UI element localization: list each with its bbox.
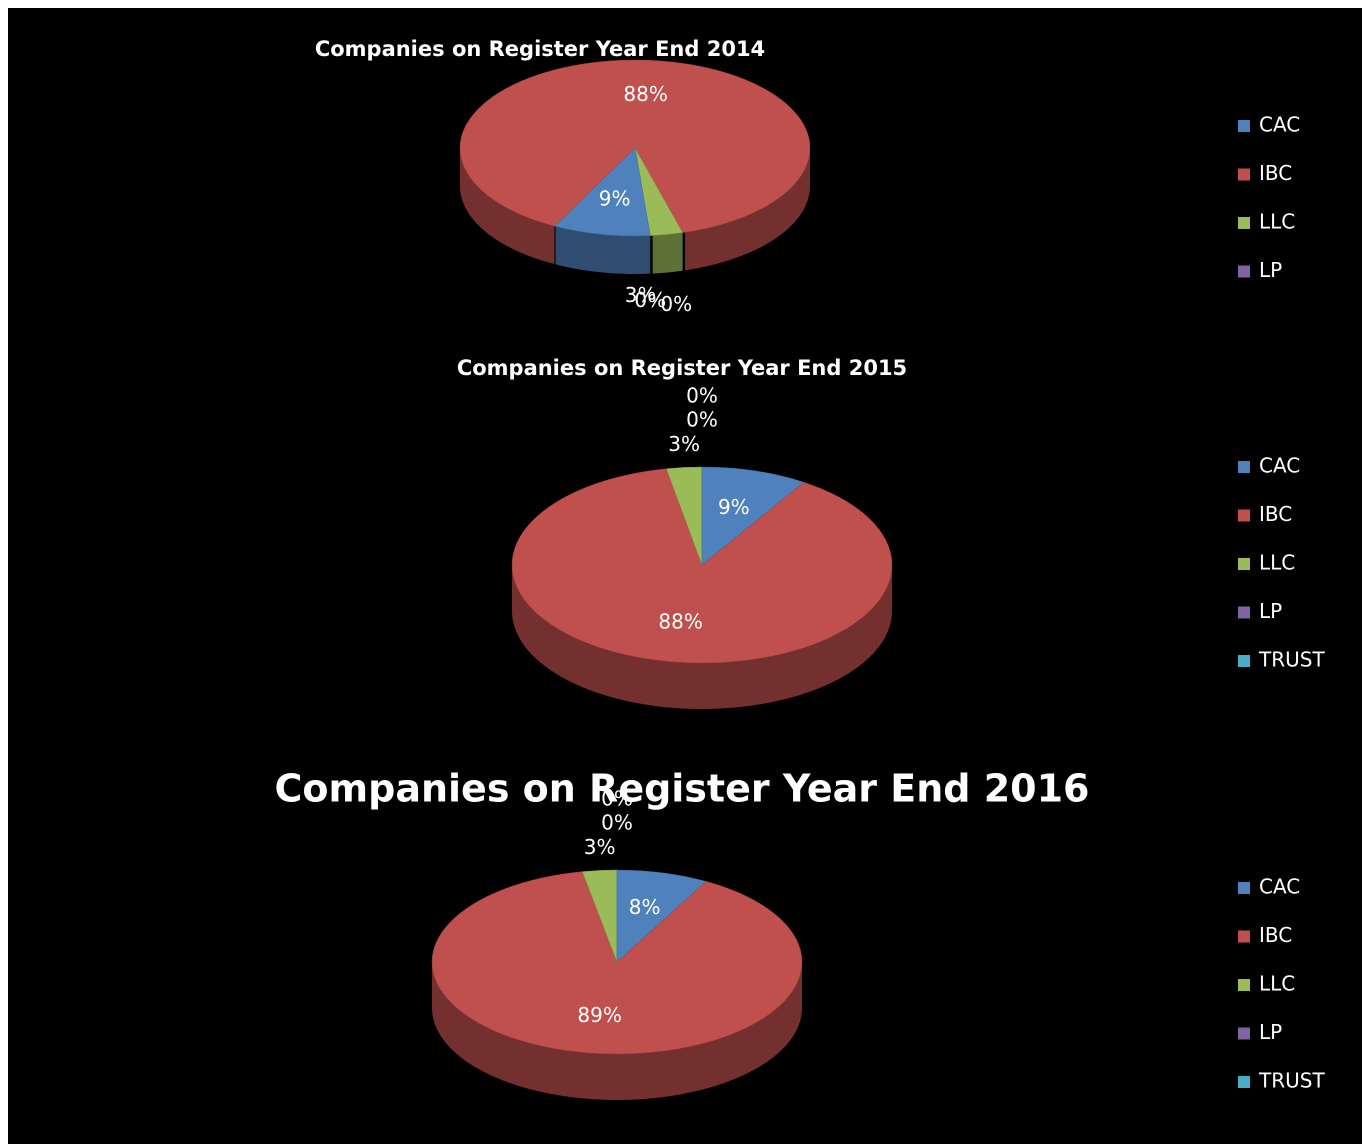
legend-label: CAC <box>1259 454 1300 478</box>
pie-slice <box>701 466 805 566</box>
pie-slice <box>634 147 684 236</box>
pie-slice <box>431 871 803 1055</box>
data-label: 9% <box>599 186 631 210</box>
data-label: 89% <box>577 1003 621 1027</box>
pie-slice <box>553 147 651 237</box>
legend-swatch <box>1238 265 1250 278</box>
chart-title: Companies on Register Year End 2016 <box>275 767 1090 811</box>
legend-label: LP <box>1259 258 1282 282</box>
chart-title: Companies on Register Year End 2015 <box>457 356 907 380</box>
legend-label: IBC <box>1259 161 1292 185</box>
data-label: 0% <box>601 811 633 835</box>
legend-swatch <box>1238 168 1250 181</box>
pie-slice <box>511 468 893 664</box>
pie-slice <box>616 869 707 963</box>
pie-slice-side <box>684 148 810 271</box>
data-label: 0% <box>686 384 718 408</box>
legend-label: LLC <box>1259 551 1295 575</box>
legend-label: TRUST <box>1258 1069 1325 1093</box>
pie-slice <box>459 59 811 233</box>
legend-swatch <box>1238 655 1250 667</box>
data-label: 3% <box>584 835 616 859</box>
legend-label: LP <box>1259 599 1282 623</box>
legend-swatch <box>1238 882 1250 894</box>
chart-title: Companies on Register Year End 2014 <box>315 37 765 61</box>
legend-swatch <box>1238 1076 1250 1088</box>
data-label: 0% <box>660 292 692 316</box>
legend-label: LLC <box>1259 972 1295 996</box>
legend-swatch <box>1238 1027 1250 1040</box>
legend-swatch <box>1238 606 1250 619</box>
legend-swatch <box>1238 120 1250 132</box>
data-label: 0% <box>634 288 666 312</box>
pie-slice-side <box>432 962 802 1100</box>
legend-swatch <box>1238 217 1250 229</box>
legend-label: LLC <box>1259 210 1295 234</box>
data-label: 88% <box>623 82 667 106</box>
pie-slice-side <box>512 565 892 709</box>
data-label: 3% <box>625 283 657 307</box>
data-label: 8% <box>629 895 661 919</box>
legend-label: TRUST <box>1258 648 1325 672</box>
legend-swatch <box>1238 461 1250 473</box>
data-label: 0% <box>686 408 718 432</box>
legend-swatch <box>1238 558 1250 570</box>
legend-swatch <box>1238 979 1250 991</box>
pie-slice-side <box>555 226 651 274</box>
legend-label: CAC <box>1259 875 1300 899</box>
legend-swatch <box>1238 509 1250 522</box>
data-label: 88% <box>658 609 702 633</box>
legend-label: CAC <box>1259 113 1300 137</box>
legend-label: IBC <box>1259 923 1292 947</box>
data-label: 9% <box>718 495 750 519</box>
legend-swatch <box>1238 930 1250 943</box>
pie-slice-side <box>460 148 555 265</box>
pie-slice-side <box>652 232 683 274</box>
legend-label: IBC <box>1259 502 1292 526</box>
legend-label: LP <box>1259 1020 1282 1044</box>
data-label: 0% <box>601 787 633 811</box>
data-label: 3% <box>668 432 700 456</box>
